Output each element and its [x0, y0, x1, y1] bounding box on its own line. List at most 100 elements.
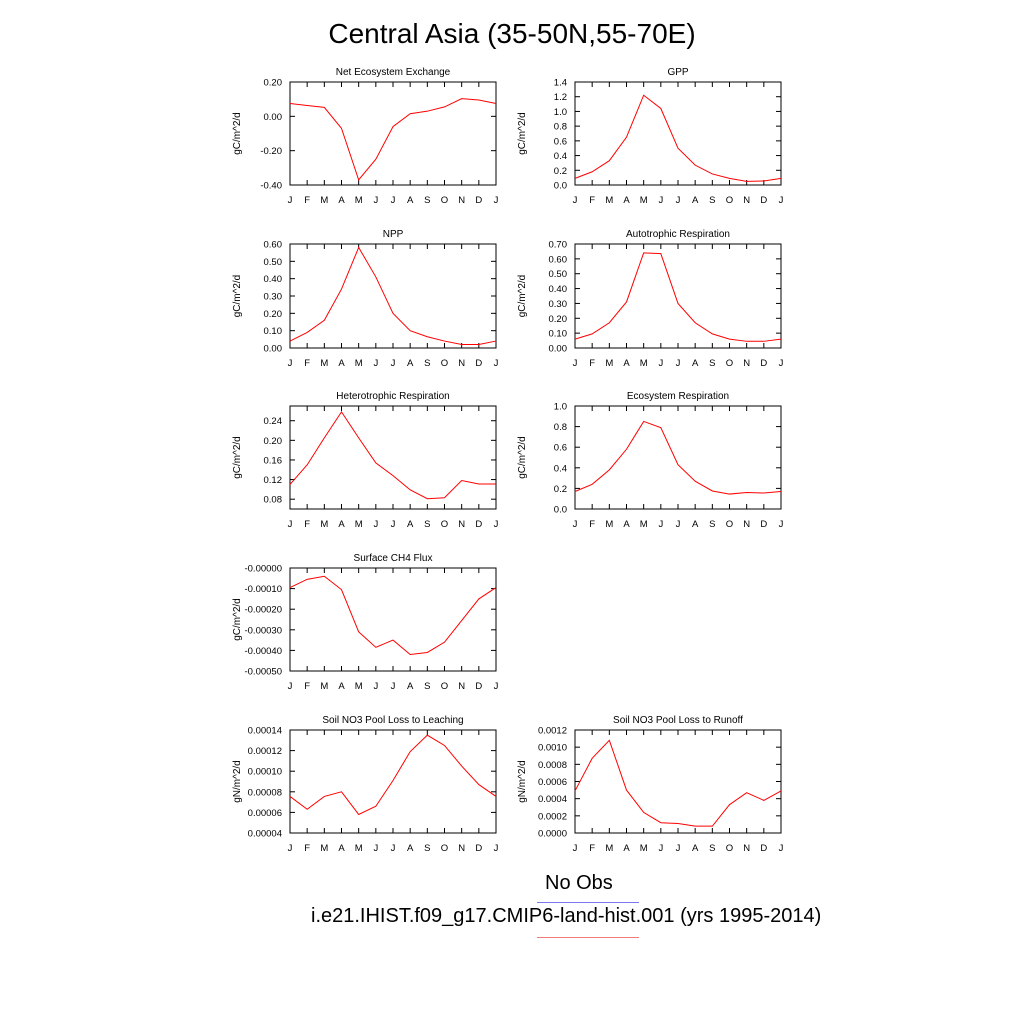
x-tick-label: J	[391, 358, 396, 369]
x-tick-label: N	[458, 358, 465, 369]
y-tick-label: 0.00014	[248, 726, 282, 737]
y-tick-label: -0.00040	[244, 646, 282, 657]
x-tick-label: N	[743, 195, 750, 206]
x-tick-label: S	[709, 843, 715, 854]
x-tick-label: O	[441, 681, 448, 692]
x-tick-label: J	[373, 681, 378, 692]
x-tick-label: N	[458, 519, 465, 530]
legend-model-label: i.e21.IHIST.f09_g17.CMIP6-land-hist.001 …	[311, 905, 822, 927]
x-tick-label: S	[709, 195, 715, 206]
x-tick-label: O	[441, 843, 448, 854]
y-tick-label: 0.30	[549, 299, 568, 310]
y-tick-label: 0.0012	[538, 726, 567, 737]
x-tick-label: M	[355, 519, 363, 530]
x-tick-label: J	[573, 843, 578, 854]
y-tick-label: 0.00004	[248, 829, 282, 840]
x-tick-label: A	[623, 843, 630, 854]
x-tick-label: S	[424, 843, 430, 854]
x-tick-label: J	[658, 195, 663, 206]
x-tick-label: D	[475, 195, 482, 206]
y-tick-label: 0.6	[554, 136, 567, 147]
x-tick-label: M	[355, 358, 363, 369]
x-tick-label: S	[709, 519, 715, 530]
y-tick-label: 0.10	[264, 326, 283, 337]
x-tick-label: D	[760, 843, 767, 854]
chart-title: Soil NO3 Pool Loss to Leaching	[322, 715, 463, 726]
y-tick-label: -0.00000	[244, 564, 282, 575]
x-tick-label: J	[373, 843, 378, 854]
x-tick-label: A	[338, 195, 345, 206]
x-tick-label: A	[623, 195, 630, 206]
y-tick-label: 0.8	[554, 122, 567, 133]
y-tick-label: 1.0	[554, 107, 567, 118]
x-tick-label: J	[288, 519, 293, 530]
x-tick-label: J	[658, 358, 663, 369]
x-tick-label: N	[743, 843, 750, 854]
y-tick-label: 0.70	[549, 240, 568, 251]
plot-frame	[289, 243, 497, 349]
series-line	[574, 252, 782, 342]
x-tick-label: J	[391, 843, 396, 854]
x-tick-label: M	[605, 519, 613, 530]
y-tick-label: 1.0	[554, 402, 567, 413]
y-tick-label: 0.0006	[538, 777, 567, 788]
x-tick-label: J	[779, 358, 784, 369]
x-tick-label: M	[355, 195, 363, 206]
y-axis-label: gN/m^2/d	[232, 760, 243, 803]
y-tick-label: 0.20	[264, 436, 283, 447]
x-tick-label: S	[424, 681, 430, 692]
x-tick-label: J	[676, 843, 681, 854]
x-tick-label: M	[355, 843, 363, 854]
x-tick-label: O	[441, 358, 448, 369]
y-tick-label: 0.00	[264, 112, 283, 123]
x-tick-label: S	[424, 358, 430, 369]
x-tick-label: J	[573, 358, 578, 369]
x-tick-label: O	[726, 358, 733, 369]
series-line	[574, 420, 782, 495]
y-tick-label: 0.50	[264, 257, 283, 268]
x-tick-label: M	[320, 681, 328, 692]
x-tick-label: J	[676, 519, 681, 530]
series-line	[289, 246, 497, 346]
x-tick-label: J	[288, 358, 293, 369]
x-tick-label: J	[288, 195, 293, 206]
y-tick-label: 0.24	[264, 416, 283, 427]
y-tick-label: 0.2	[554, 166, 567, 177]
x-tick-label: D	[475, 843, 482, 854]
x-tick-label: J	[494, 681, 499, 692]
y-tick-label: 0.0010	[538, 743, 567, 754]
x-tick-label: J	[779, 519, 784, 530]
x-tick-label: M	[640, 519, 648, 530]
x-tick-label: A	[338, 843, 345, 854]
x-tick-label: J	[373, 519, 378, 530]
y-tick-label: -0.00020	[244, 605, 282, 616]
chart-title: Ecosystem Respiration	[627, 391, 729, 402]
y-tick-label: 0.16	[264, 455, 283, 466]
chart-title: GPP	[667, 67, 688, 78]
x-tick-label: D	[760, 195, 767, 206]
x-tick-label: O	[441, 519, 448, 530]
x-tick-label: N	[458, 843, 465, 854]
series-line	[574, 94, 782, 182]
plot-frame	[574, 405, 782, 510]
y-tick-label: 0.0002	[538, 811, 567, 822]
x-tick-label: N	[743, 358, 750, 369]
y-tick-label: 1.4	[554, 78, 567, 89]
x-tick-label: M	[640, 195, 648, 206]
y-tick-label: 0.2	[554, 484, 567, 495]
y-tick-label: 0.20	[264, 309, 283, 320]
y-tick-label: -0.40	[260, 181, 282, 192]
chart-title: Net Ecosystem Exchange	[336, 67, 451, 78]
x-tick-label: M	[355, 681, 363, 692]
series-line	[289, 98, 497, 181]
x-tick-label: F	[589, 519, 595, 530]
x-tick-label: M	[605, 358, 613, 369]
x-tick-label: A	[623, 358, 630, 369]
y-tick-label: -0.00030	[244, 625, 282, 636]
y-axis-label: gC/m^2/d	[232, 112, 243, 155]
x-tick-label: N	[743, 519, 750, 530]
y-axis-label: gC/m^2/d	[232, 275, 243, 318]
x-tick-label: M	[320, 358, 328, 369]
